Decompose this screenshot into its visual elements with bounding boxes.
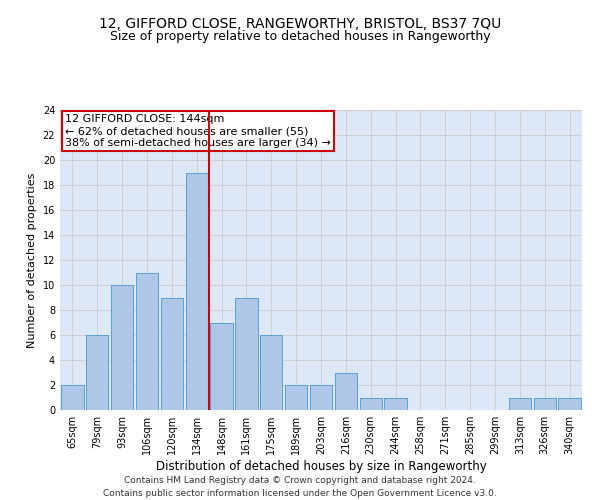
Text: Contains HM Land Registry data © Crown copyright and database right 2024.: Contains HM Land Registry data © Crown c…: [124, 476, 476, 485]
X-axis label: Distribution of detached houses by size in Rangeworthy: Distribution of detached houses by size …: [155, 460, 487, 473]
Bar: [161, 298, 183, 410]
Bar: [136, 272, 158, 410]
Bar: [86, 335, 109, 410]
Text: Size of property relative to detached houses in Rangeworthy: Size of property relative to detached ho…: [110, 30, 490, 43]
Bar: [260, 335, 283, 410]
Bar: [285, 385, 307, 410]
Bar: [533, 398, 556, 410]
Bar: [235, 298, 257, 410]
Text: 12 GIFFORD CLOSE: 144sqm
← 62% of detached houses are smaller (55)
38% of semi-d: 12 GIFFORD CLOSE: 144sqm ← 62% of detach…: [65, 114, 331, 148]
Bar: [335, 372, 357, 410]
Text: 12, GIFFORD CLOSE, RANGEWORTHY, BRISTOL, BS37 7QU: 12, GIFFORD CLOSE, RANGEWORTHY, BRISTOL,…: [99, 18, 501, 32]
Bar: [359, 398, 382, 410]
Bar: [385, 398, 407, 410]
Bar: [111, 285, 133, 410]
Bar: [509, 398, 531, 410]
Bar: [211, 322, 233, 410]
Y-axis label: Number of detached properties: Number of detached properties: [27, 172, 37, 348]
Bar: [310, 385, 332, 410]
Bar: [185, 172, 208, 410]
Text: Contains public sector information licensed under the Open Government Licence v3: Contains public sector information licen…: [103, 488, 497, 498]
Bar: [559, 398, 581, 410]
Bar: [61, 385, 83, 410]
